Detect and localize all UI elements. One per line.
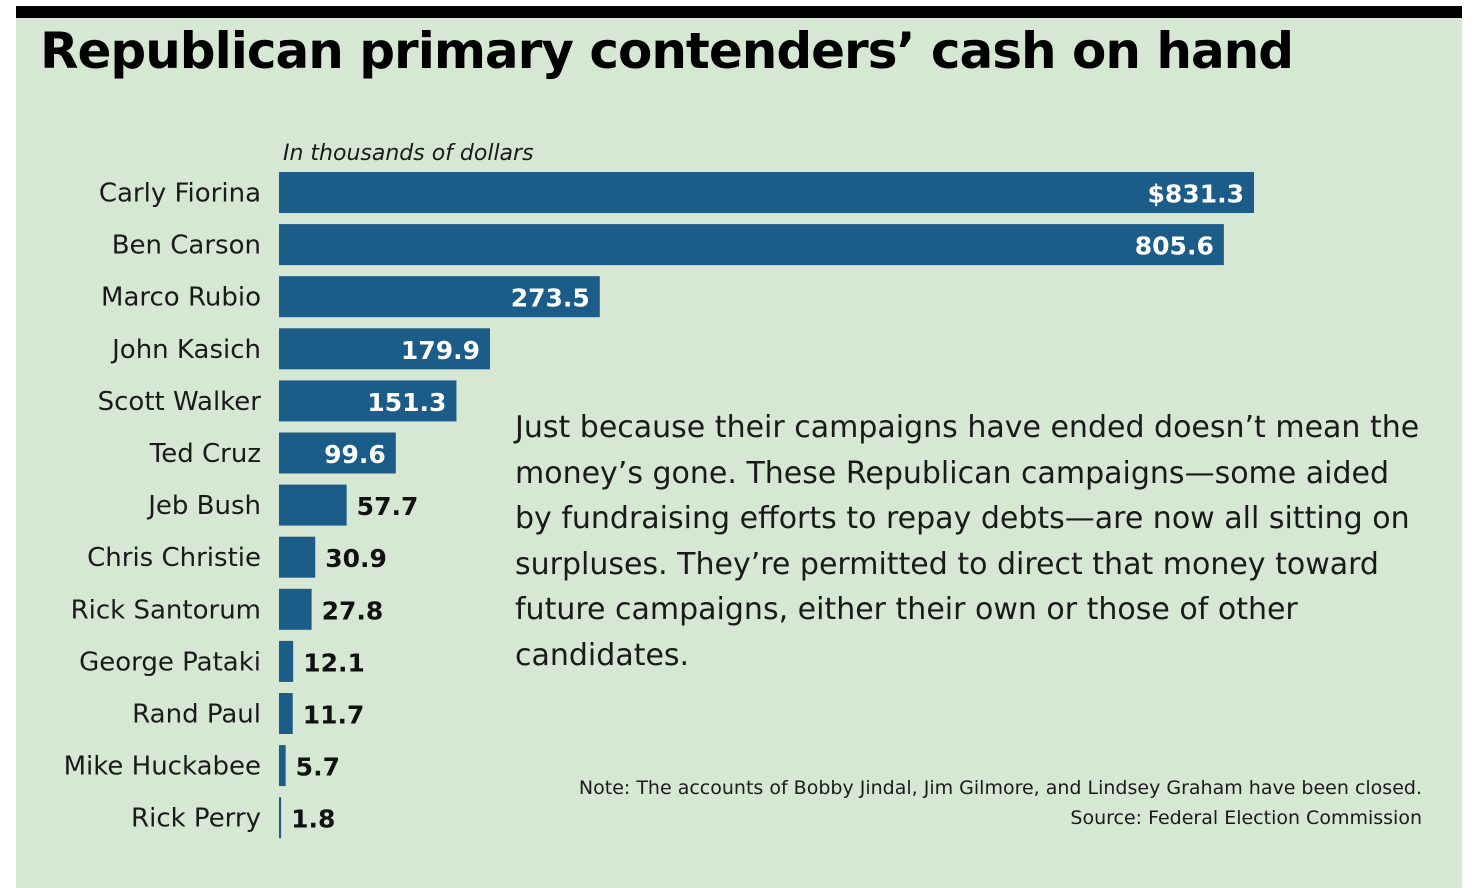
- bar: [279, 640, 294, 682]
- bar: [279, 328, 490, 370]
- category-label: Rand Paul: [132, 700, 261, 730]
- category-label: Ted Cruz: [149, 439, 261, 469]
- bar: [279, 172, 1254, 213]
- description-text: Just because their campaigns have ended …: [515, 410, 1420, 673]
- value-label: 179.9: [401, 336, 480, 365]
- chart-subtitle: In thousands of dollars: [283, 141, 534, 166]
- category-label: Rick Santorum: [71, 595, 261, 625]
- category-label: Marco Rubio: [101, 283, 261, 313]
- bar: [279, 588, 312, 630]
- value-label: 11.7: [303, 701, 365, 730]
- value-label: 805.6: [1135, 232, 1214, 261]
- value-label: 30.9: [325, 544, 387, 573]
- chart-panel: [16, 6, 1462, 888]
- value-label: 57.7: [357, 492, 419, 521]
- bar: [279, 224, 1224, 266]
- bar: [279, 693, 293, 734]
- bar: [279, 536, 316, 578]
- bar: [279, 432, 396, 474]
- category-label: John Kasich: [110, 335, 261, 365]
- category-label: George Pataki: [79, 647, 261, 677]
- value-label: 151.3: [367, 388, 446, 417]
- category-label: Carly Fiorina: [99, 179, 261, 209]
- category-label: Scott Walker: [98, 387, 262, 417]
- category-labels-group: Carly Fiorina Ben Carson Marco Rubio John K…: [64, 179, 262, 834]
- value-label: $831.3: [1148, 180, 1244, 209]
- value-label: 99.6: [324, 440, 386, 469]
- note-text: Note: The accounts of Bobby Jindal, Jim …: [578, 777, 1422, 799]
- bars-group: [279, 172, 1254, 839]
- source-text: Source: Federal Election Commission: [1070, 807, 1422, 829]
- category-label: Mike Huckabee: [64, 752, 261, 782]
- value-label: 27.8: [322, 596, 384, 625]
- bar: [279, 276, 600, 318]
- category-label: Jeb Bush: [146, 491, 261, 521]
- bar: [279, 797, 282, 839]
- value-label: 12.1: [303, 648, 365, 677]
- category-label: Rick Perry: [131, 804, 261, 834]
- footnote: Note: The accounts of Bobby Jindal, Jim …: [579, 773, 1422, 833]
- chart-title: Republican primary contenders’ cash on h…: [40, 22, 1294, 80]
- value-label: 5.7: [296, 753, 340, 782]
- category-label: Chris Christie: [87, 543, 261, 573]
- bar: [279, 484, 347, 526]
- value-label: 1.8: [291, 805, 335, 834]
- category-label: Ben Carson: [112, 231, 261, 261]
- value-label: 273.5: [511, 284, 590, 313]
- bar: [279, 745, 286, 787]
- value-labels-group: $831.3 805.6 273.5 179.9 151.3 99.6 57.7 30.9 27…: [291, 180, 1244, 834]
- bar: [279, 380, 457, 422]
